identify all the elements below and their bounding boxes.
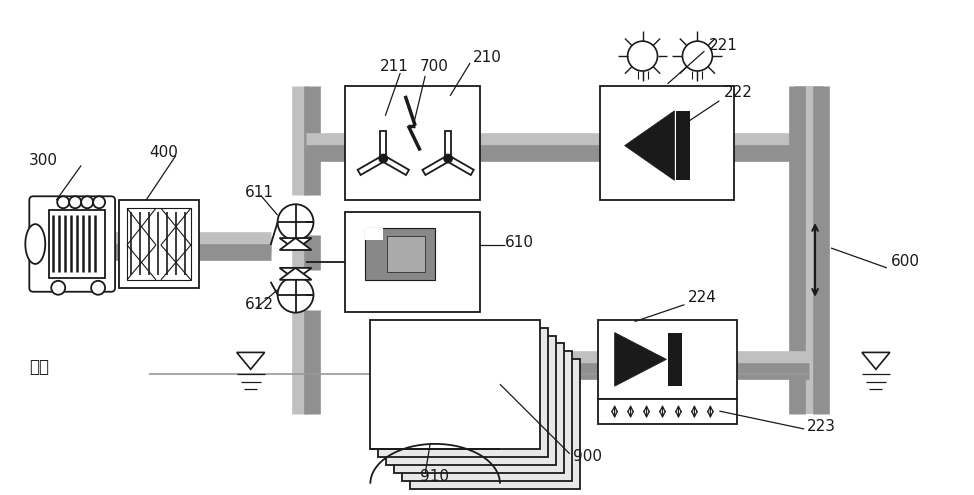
Polygon shape [615,333,666,386]
Circle shape [627,41,657,71]
Circle shape [278,277,314,313]
Bar [410,359,580,489]
Circle shape [69,197,81,208]
Bar [370,320,540,449]
Text: 221: 221 [709,38,738,52]
Circle shape [52,281,65,295]
Polygon shape [280,268,312,280]
Polygon shape [423,156,450,175]
Polygon shape [280,268,312,280]
Polygon shape [380,131,387,158]
Polygon shape [280,238,312,250]
Circle shape [683,41,712,71]
Bar [677,111,691,180]
Bar [598,399,737,424]
Text: 223: 223 [807,419,836,435]
Text: 600: 600 [891,254,919,269]
Circle shape [94,197,105,208]
Circle shape [81,197,94,208]
Bar [388,236,426,272]
Text: 400: 400 [149,145,178,160]
Text: 水面: 水面 [29,358,50,376]
Text: 224: 224 [688,290,716,305]
Text: 700: 700 [420,58,449,74]
Text: 610: 610 [505,235,534,249]
Polygon shape [445,131,451,158]
Polygon shape [357,156,385,175]
Circle shape [57,197,69,208]
Ellipse shape [25,224,45,264]
Bar [365,228,435,280]
Polygon shape [447,156,473,175]
Circle shape [379,154,388,162]
Polygon shape [280,238,312,250]
Polygon shape [382,156,409,175]
Bar [346,86,480,200]
Circle shape [92,281,105,295]
Bar [346,212,480,312]
Text: 612: 612 [244,297,274,312]
Text: 211: 211 [380,58,409,74]
Bar [402,351,572,481]
Bar [394,344,564,473]
Text: 900: 900 [573,449,602,464]
Bar [50,210,105,278]
Polygon shape [365,228,384,240]
FancyBboxPatch shape [29,197,115,292]
Bar [127,208,191,280]
Text: 222: 222 [725,85,753,100]
Text: 210: 210 [473,50,502,64]
Bar [119,200,199,288]
Bar [598,320,737,399]
Text: 611: 611 [244,185,274,200]
Bar [387,336,556,465]
Circle shape [278,204,314,240]
Polygon shape [624,111,674,180]
Text: 910: 910 [420,469,449,484]
Text: 300: 300 [29,153,58,168]
Bar [378,328,547,457]
Circle shape [444,154,452,162]
Bar [668,333,683,386]
Bar [600,86,734,200]
